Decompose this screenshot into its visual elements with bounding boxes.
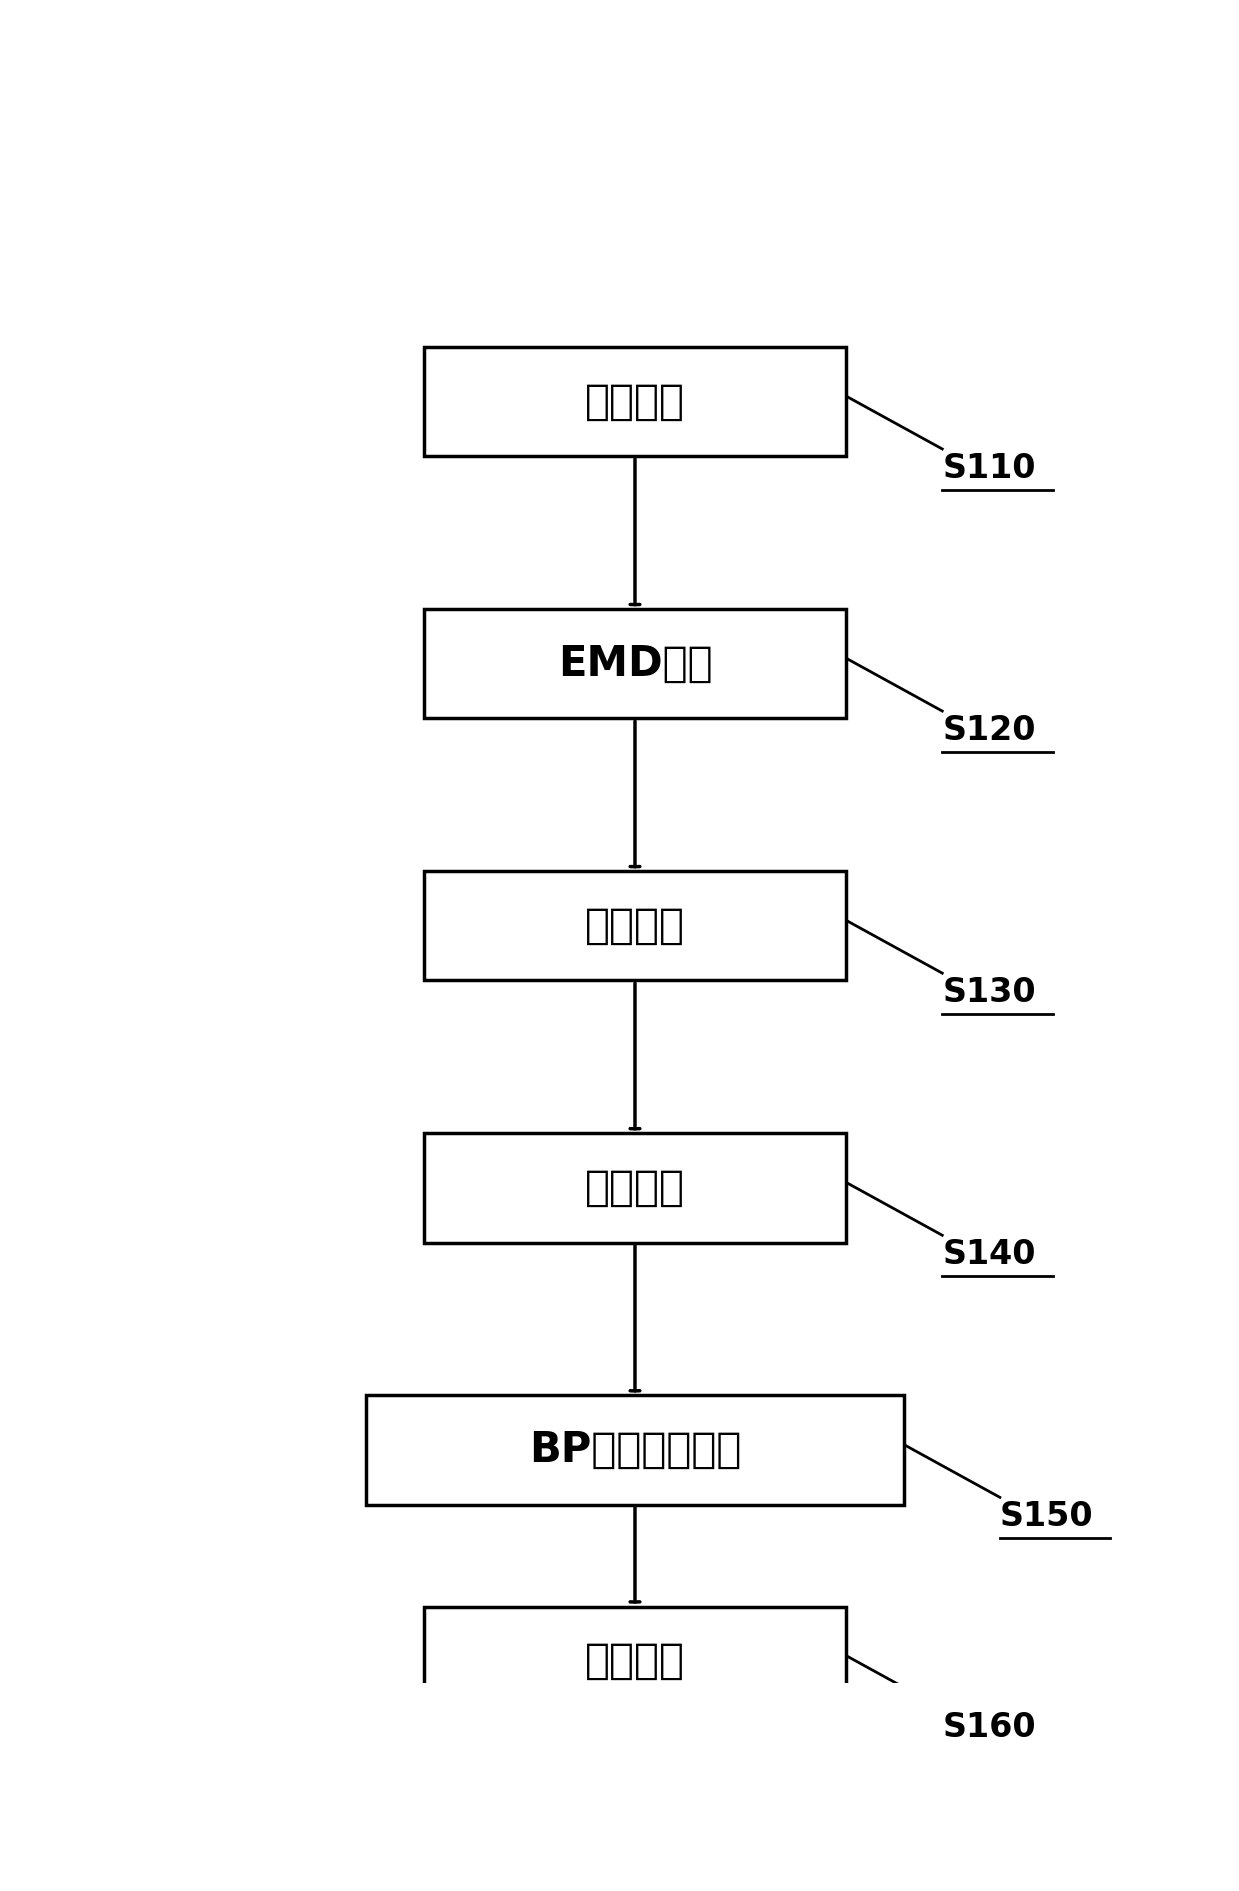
Text: 小波分析: 小波分析: [585, 904, 685, 947]
FancyBboxPatch shape: [424, 1607, 846, 1715]
Text: 输入向量: 输入向量: [585, 1167, 685, 1208]
Text: S130: S130: [943, 976, 1036, 1010]
Text: S120: S120: [943, 715, 1036, 747]
FancyBboxPatch shape: [424, 872, 846, 980]
Text: EMD分解: EMD分解: [558, 643, 712, 685]
Text: 故障输出: 故障输出: [585, 1639, 685, 1683]
FancyBboxPatch shape: [367, 1396, 904, 1505]
Text: S150: S150: [1000, 1500, 1094, 1534]
FancyBboxPatch shape: [424, 348, 846, 456]
Text: BP神经网络训练: BP神经网络训练: [529, 1430, 741, 1471]
Text: S140: S140: [943, 1239, 1036, 1271]
Text: S110: S110: [943, 452, 1036, 484]
FancyBboxPatch shape: [424, 1133, 846, 1242]
Text: 故障信号: 故障信号: [585, 380, 685, 424]
FancyBboxPatch shape: [424, 609, 846, 719]
Text: S160: S160: [943, 1711, 1036, 1744]
